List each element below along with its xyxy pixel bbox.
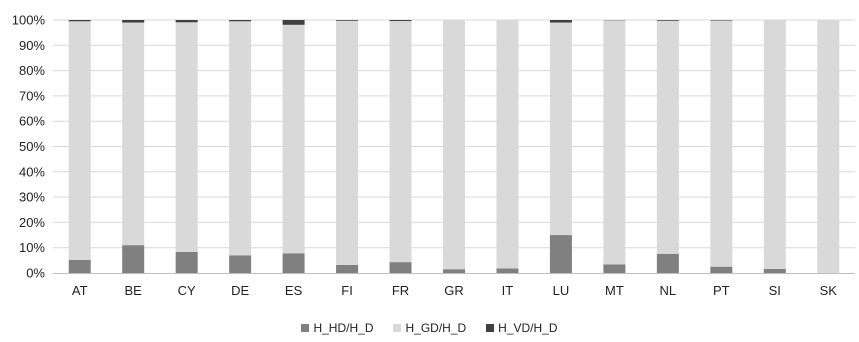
legend-swatch [486,324,495,332]
bar-segment [229,20,252,22]
x-tick-label: PT [713,283,730,298]
axes: 0% 10% 20% 30% 40% 50% 60% 70% 80% 90% 100% AT BE CY D… [12,13,855,298]
bar-segment [122,20,145,23]
bar-segment [710,20,733,267]
legend-label: H_HD/H_D [313,321,374,335]
bar-segment [549,20,572,23]
y-tick-label: 80% [19,63,45,78]
x-tick-label: BE [125,283,143,298]
bar-segment [710,20,733,21]
x-tick-label: FR [392,283,409,298]
bar-segment [175,252,198,273]
legend-item: H_VD/H_D [486,321,558,335]
bar-segment [282,24,305,254]
bar-segment [710,266,733,273]
x-tick-label: NL [660,283,677,298]
y-tick-label: 60% [19,114,45,129]
legend-item: H_HD/H_D [301,321,373,335]
y-tick-label: 0% [26,266,45,281]
x-tick-label: AT [72,283,88,298]
bar-segment [389,20,412,22]
bar-segment [68,20,91,22]
y-tick-label: 30% [19,190,45,205]
bar-segment [763,20,786,269]
bar-segment [389,262,412,273]
x-tick-label: FI [341,283,353,298]
bar-segment [68,21,91,260]
bar-segment [122,245,145,273]
bar-segment [122,22,145,246]
bar-segment [282,253,305,273]
x-tick-label: SI [769,283,781,298]
y-tick-label: 100% [12,13,46,28]
bar-segment [443,20,465,270]
bar-segment [656,20,679,21]
y-tick-label: 70% [19,88,45,103]
y-tick-label: 10% [19,240,45,255]
x-tick-label: IT [502,283,514,298]
bar-segment [336,264,359,273]
bar-segment [443,269,465,273]
legend: H_HD/H_D H_GD/H_D H_VD/H_D [0,321,859,335]
y-tick-label: 90% [19,38,45,53]
legend-label: H_VD/H_D [498,321,558,335]
bar-segment [496,268,519,273]
legend-swatch [301,324,310,332]
bar-segment [603,264,626,273]
bar-segment [603,20,626,265]
bar-segment [496,20,519,269]
bar-segment [282,20,305,25]
y-tick-label: 50% [19,139,45,154]
bar-segment [229,21,252,256]
y-tick-label: 40% [19,164,45,179]
legend-swatch [393,324,402,332]
bar-segment [549,22,572,236]
bars [68,20,840,273]
x-tick-label: GR [444,283,464,298]
x-tick-label: DE [231,283,249,298]
bar-segment [175,20,198,23]
bar-segment [68,259,91,273]
x-tick-label: CY [178,283,196,298]
legend-item: H_GD/H_D [393,321,466,335]
bar-segment [336,20,359,21]
bar-segment [175,22,198,253]
bar-segment [817,20,840,273]
x-tick-label: LU [553,283,570,298]
bar-segment [656,253,679,273]
bar-segment [389,21,412,263]
bar-segment [763,268,786,273]
x-tick-label: ES [285,283,303,298]
bar-segment [549,235,572,273]
y-tick-label: 20% [19,215,45,230]
bar-segment [656,20,679,254]
bar-segment [229,255,252,273]
bar-segment [336,20,359,265]
legend-label: H_GD/H_D [405,321,467,335]
x-tick-label: MT [605,283,624,298]
x-tick-label: SK [820,283,838,298]
